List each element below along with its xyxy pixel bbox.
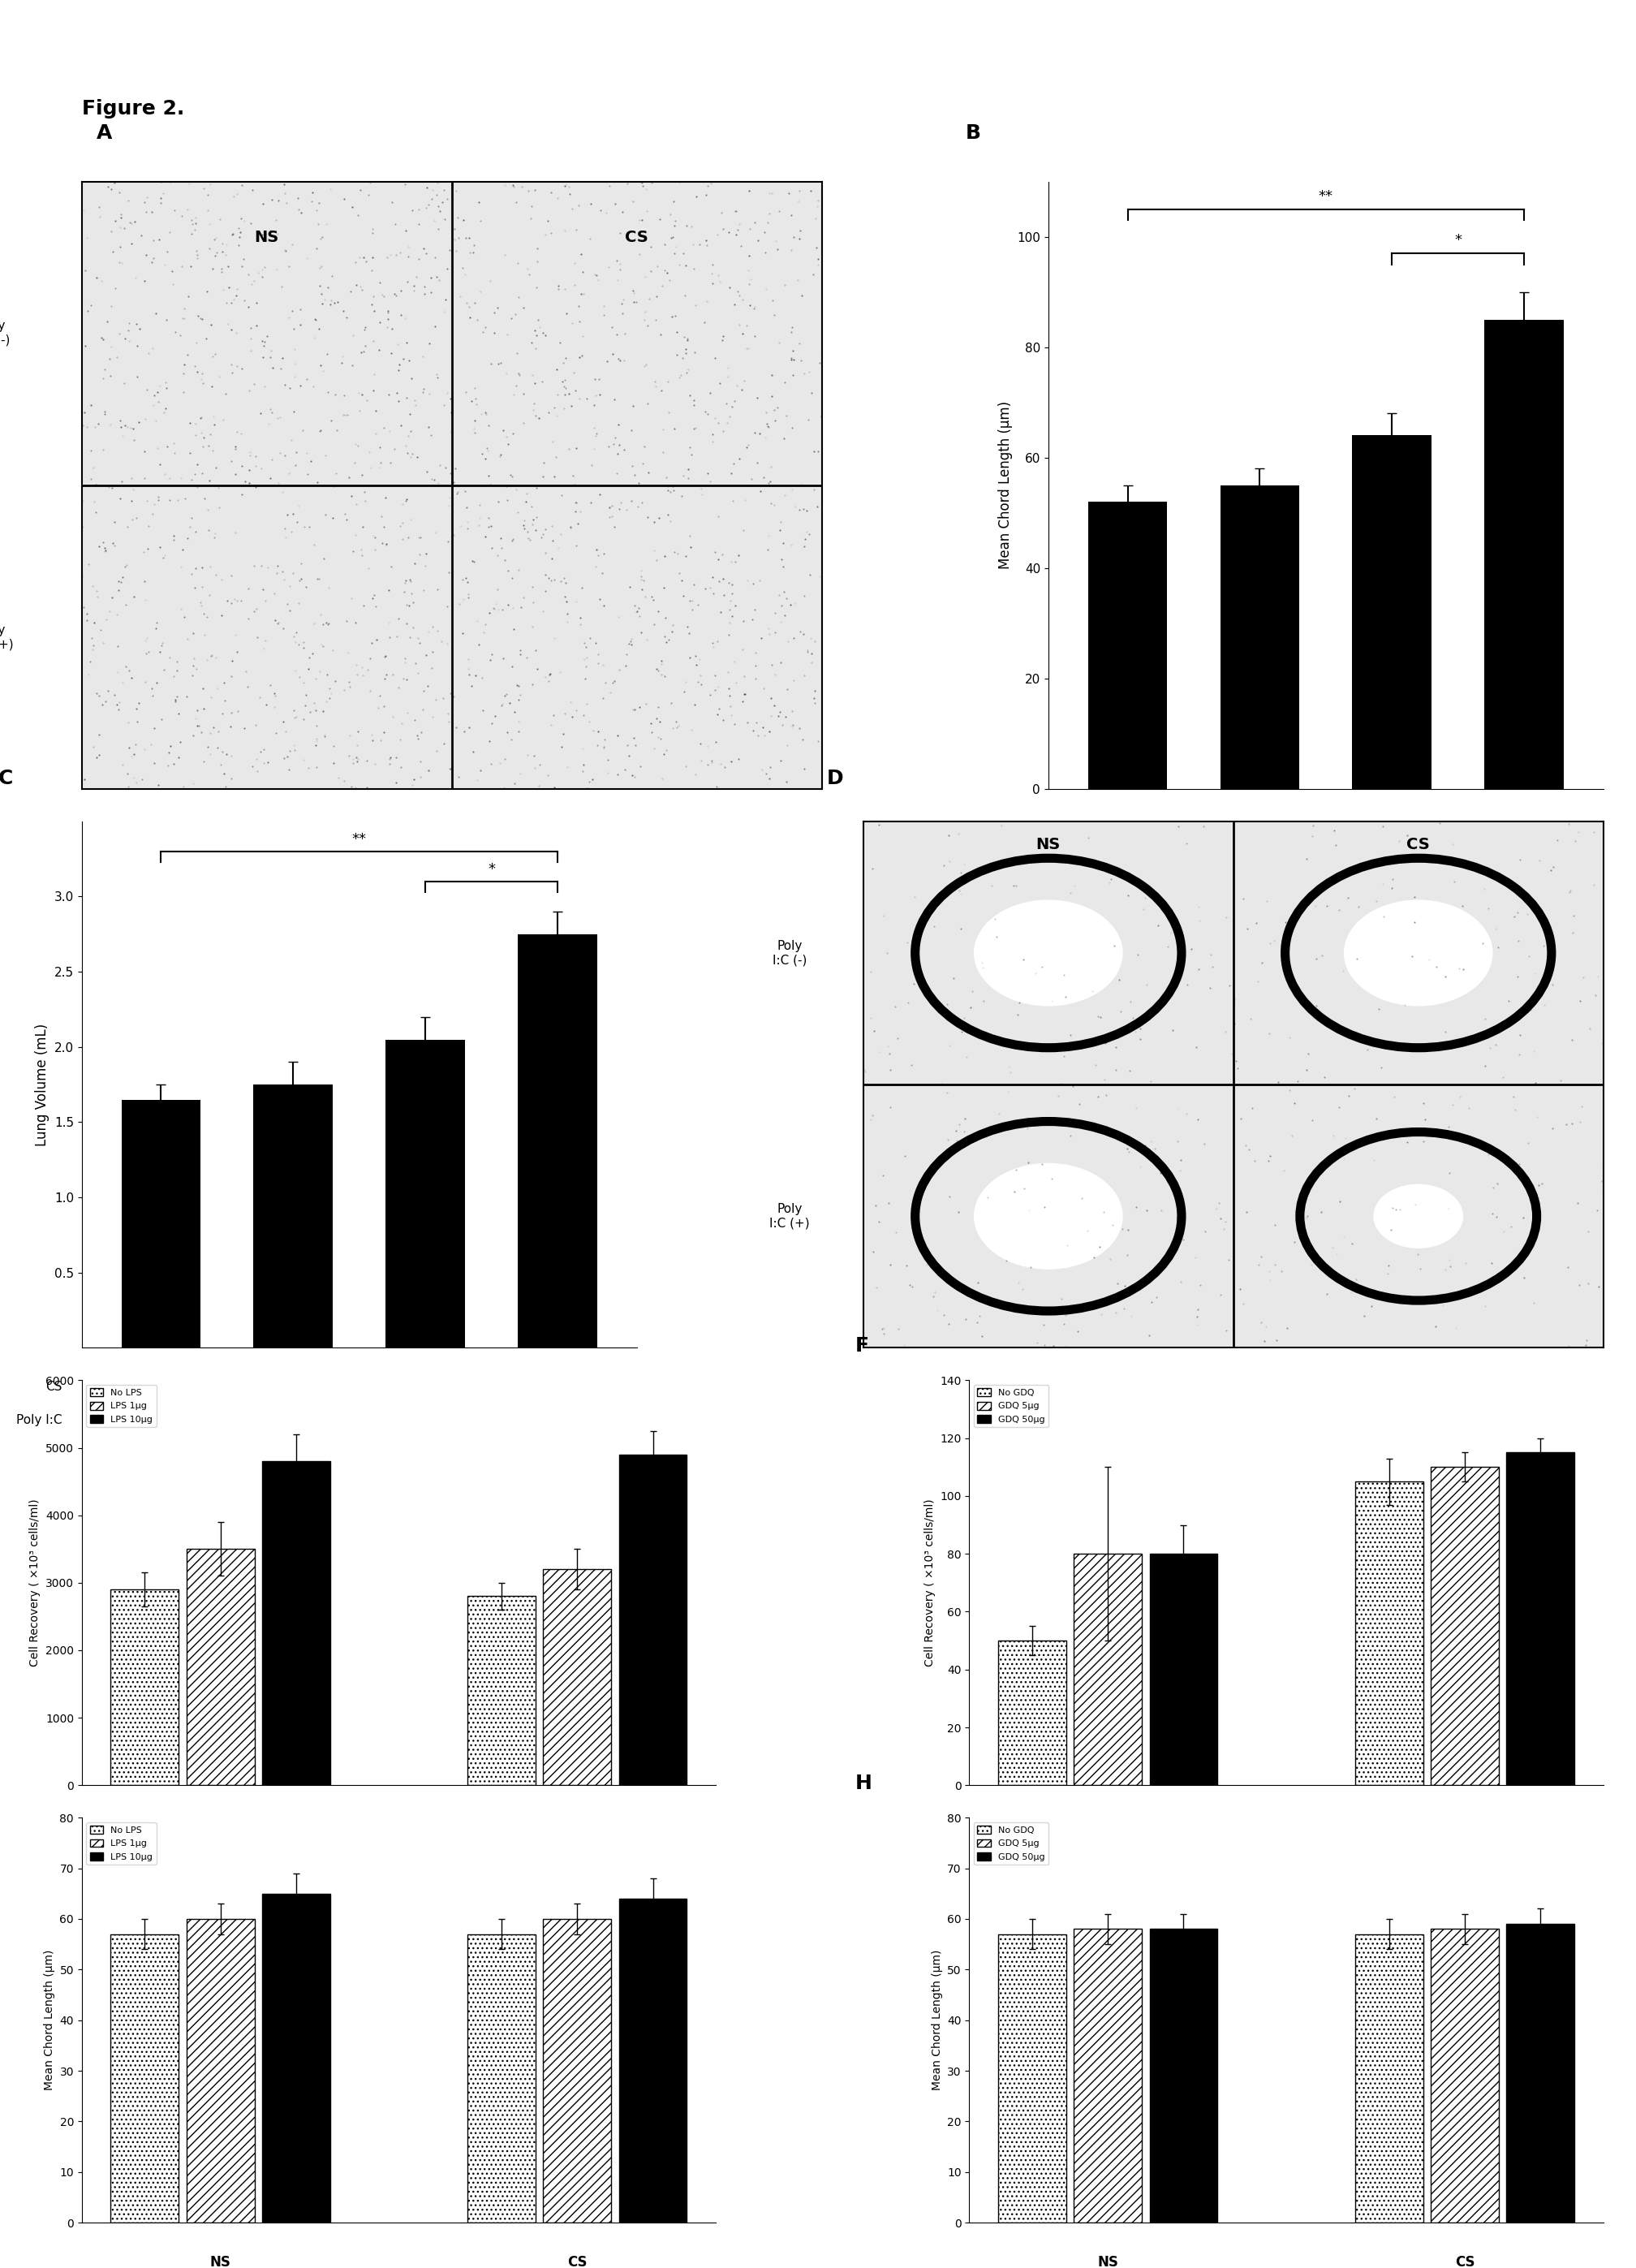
Text: -: - (1126, 832, 1130, 846)
Y-axis label: Cell Recovery ( ×10³ cells/ml): Cell Recovery ( ×10³ cells/ml) (924, 1499, 936, 1667)
Bar (1430, 1930, 1499, 2223)
Text: NS: NS (1098, 2254, 1119, 2268)
Circle shape (1345, 900, 1492, 1005)
Bar (1150, 1930, 1217, 2223)
Text: CS: CS (1013, 832, 1029, 846)
Bar (254, 1084, 332, 1347)
Bar (187, 1919, 255, 2223)
Bar (1150, 1554, 1217, 1785)
Text: A: A (97, 122, 113, 143)
Y-axis label: Mean Chord Length (μm): Mean Chord Length (μm) (998, 401, 1013, 569)
Bar (1507, 1923, 1574, 2223)
Circle shape (1374, 1184, 1463, 1247)
Text: Poly I:C: Poly I:C (16, 1413, 62, 1427)
Legend: No GDQ, GDQ 5μg, GDQ 50μg: No GDQ, GDQ 5μg, GDQ 50μg (973, 1386, 1049, 1427)
Text: NS: NS (1098, 1817, 1119, 1833)
Y-axis label: Mean Chord Length (μm): Mean Chord Length (μm) (931, 1950, 942, 2091)
Bar (1355, 1935, 1423, 2223)
Text: CS: CS (568, 2254, 587, 2268)
Bar (1507, 1452, 1574, 1785)
Circle shape (975, 900, 1122, 1005)
Text: -: - (159, 1413, 164, 1427)
Bar (998, 1640, 1067, 1785)
Text: Poly
I:C (-): Poly I:C (-) (0, 320, 10, 347)
Bar (262, 1461, 330, 1785)
Text: +: + (1518, 878, 1530, 889)
Text: **: ** (1319, 188, 1333, 204)
Bar (543, 1919, 612, 2223)
Bar (1353, 435, 1432, 789)
Text: -: - (1389, 832, 1394, 846)
Text: B: B (965, 122, 980, 143)
Text: +: + (288, 1381, 298, 1393)
Y-axis label: Lung Volume (mL): Lung Volume (mL) (34, 1023, 49, 1145)
Text: NS: NS (1036, 837, 1060, 853)
Y-axis label: Mean Chord Length (μm): Mean Chord Length (μm) (44, 1950, 56, 2091)
Bar (262, 1894, 330, 2223)
Bar (1073, 1930, 1142, 2223)
Bar (618, 1898, 687, 2223)
Text: Poly
I:C (+): Poly I:C (+) (0, 624, 13, 651)
Text: **: ** (352, 832, 366, 846)
Circle shape (975, 1163, 1122, 1268)
Text: CS: CS (625, 229, 648, 245)
Text: H: H (856, 1774, 872, 1794)
Bar (1088, 501, 1166, 789)
Text: +: + (1387, 878, 1397, 889)
Text: CS: CS (1454, 2254, 1474, 2268)
Text: D: D (826, 769, 843, 789)
Text: F: F (856, 1336, 869, 1356)
Bar (1220, 485, 1299, 789)
Bar (386, 1039, 465, 1347)
Text: C: C (0, 769, 13, 789)
Legend: No LPS, LPS 1μg, LPS 10μg: No LPS, LPS 1μg, LPS 10μg (87, 1821, 157, 1864)
Text: Poly I:C: Poly I:C (983, 878, 1029, 889)
Bar (1355, 1481, 1423, 1785)
Text: Figure 2.: Figure 2. (82, 100, 185, 118)
Text: -: - (1258, 878, 1261, 889)
Bar (998, 1935, 1067, 2223)
Bar (187, 1549, 255, 1785)
Bar (468, 1597, 535, 1785)
Text: -: - (1126, 878, 1130, 889)
Text: *: * (488, 862, 496, 878)
Bar (468, 1935, 535, 2223)
Text: CS: CS (568, 1817, 587, 1833)
Text: NS: NS (209, 1817, 231, 1833)
Y-axis label: Cell Recovery ( ×10³ cells/ml): Cell Recovery ( ×10³ cells/ml) (29, 1499, 41, 1667)
Bar (121, 1100, 201, 1347)
Text: +: + (553, 1413, 563, 1427)
Text: -: - (424, 1381, 427, 1393)
Text: +: + (420, 1413, 430, 1427)
Text: CS: CS (46, 1381, 62, 1393)
Text: NS: NS (209, 2254, 231, 2268)
Bar (543, 1569, 612, 1785)
Bar (519, 934, 597, 1347)
Bar (618, 1454, 687, 1785)
Text: Poly
I:C (+): Poly I:C (+) (769, 1202, 810, 1229)
Bar (1073, 1554, 1142, 1785)
Bar (111, 1935, 178, 2223)
Text: -: - (291, 1413, 296, 1427)
Text: *: * (1454, 234, 1461, 247)
Bar (111, 1590, 178, 1785)
Legend: No LPS, LPS 1μg, LPS 10μg: No LPS, LPS 1μg, LPS 10μg (87, 1386, 157, 1427)
Text: CS: CS (1407, 837, 1430, 853)
Text: +: + (553, 1381, 563, 1393)
Text: NS: NS (255, 229, 280, 245)
Bar (1430, 1467, 1499, 1785)
Bar (1484, 320, 1564, 789)
Text: +: + (1255, 832, 1265, 846)
Text: CS: CS (1454, 1817, 1474, 1833)
Text: -: - (159, 1381, 164, 1393)
Legend: No GDQ, GDQ 5μg, GDQ 50μg: No GDQ, GDQ 5μg, GDQ 50μg (973, 1821, 1049, 1864)
Text: +: + (1518, 832, 1530, 846)
Text: Poly
I:C (-): Poly I:C (-) (772, 939, 807, 966)
